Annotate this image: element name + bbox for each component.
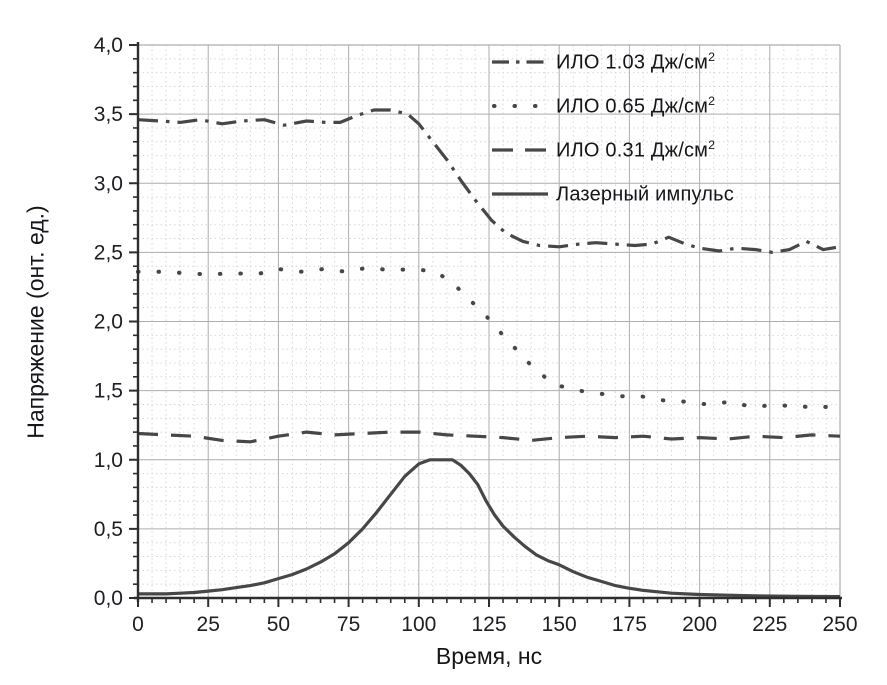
x-tick-label: 175 [612, 613, 647, 636]
y-tick-label: 1,0 [94, 449, 123, 472]
y-tick-label: 0,0 [94, 587, 123, 610]
legend-item-ilo-0-65: ИЛО 0.65 Дж/см2 [490, 84, 734, 128]
legend-solid-line-sample [492, 192, 548, 196]
x-tick-label: 250 [822, 613, 857, 636]
legend-dashdot-line-sample [492, 60, 548, 64]
x-tick-label: 75 [337, 613, 360, 636]
y-tick-label: 3,0 [94, 172, 123, 195]
x-tick-label: 125 [471, 613, 506, 636]
x-tick-label: 0 [132, 613, 144, 636]
legend-dotted-line-sample [492, 104, 550, 108]
x-tick-label: 50 [267, 613, 290, 636]
y-tick-label: 1,5 [94, 380, 123, 403]
legend-item-ilo-0-31: ИЛО 0.31 Дж/см2 [490, 128, 734, 172]
legend-item-laser-pulse: Лазерный импульс [490, 172, 734, 216]
y-tick-label: 4,0 [94, 34, 123, 57]
legend-label: Лазерный импульс [556, 183, 734, 206]
x-axis-title: Время, нс [435, 643, 543, 669]
x-tick-label: 150 [542, 613, 577, 636]
y-tick-label: 3,5 [94, 103, 123, 126]
legend-label: ИЛО 1.03 Дж/см2 [556, 49, 716, 74]
legend-label: ИЛО 0.31 Дж/см2 [556, 137, 716, 162]
chart-legend: ИЛО 1.03 Дж/см2 ИЛО 0.65 Дж/см2 ИЛО 0.31… [490, 40, 734, 216]
legend-item-ilo-1-03: ИЛО 1.03 Дж/см2 [490, 40, 734, 84]
y-axis-title: Напряжение (онт. ед.) [22, 205, 49, 439]
x-tick-label: 100 [401, 613, 436, 636]
x-tick-label: 200 [682, 613, 717, 636]
x-tick-label: 25 [197, 613, 220, 636]
y-tick-label: 2,0 [94, 311, 123, 334]
series-line-1 [137, 108, 841, 254]
series-line-4 [138, 458, 841, 599]
x-tick-label: 225 [752, 613, 787, 636]
y-tick-label: 2,5 [94, 241, 123, 264]
y-tick-label: 0,5 [94, 518, 123, 541]
legend-dashed-line-sample [492, 148, 548, 152]
series-line-3 [137, 430, 841, 444]
legend-label: ИЛО 0.65 Дж/см2 [556, 93, 716, 118]
